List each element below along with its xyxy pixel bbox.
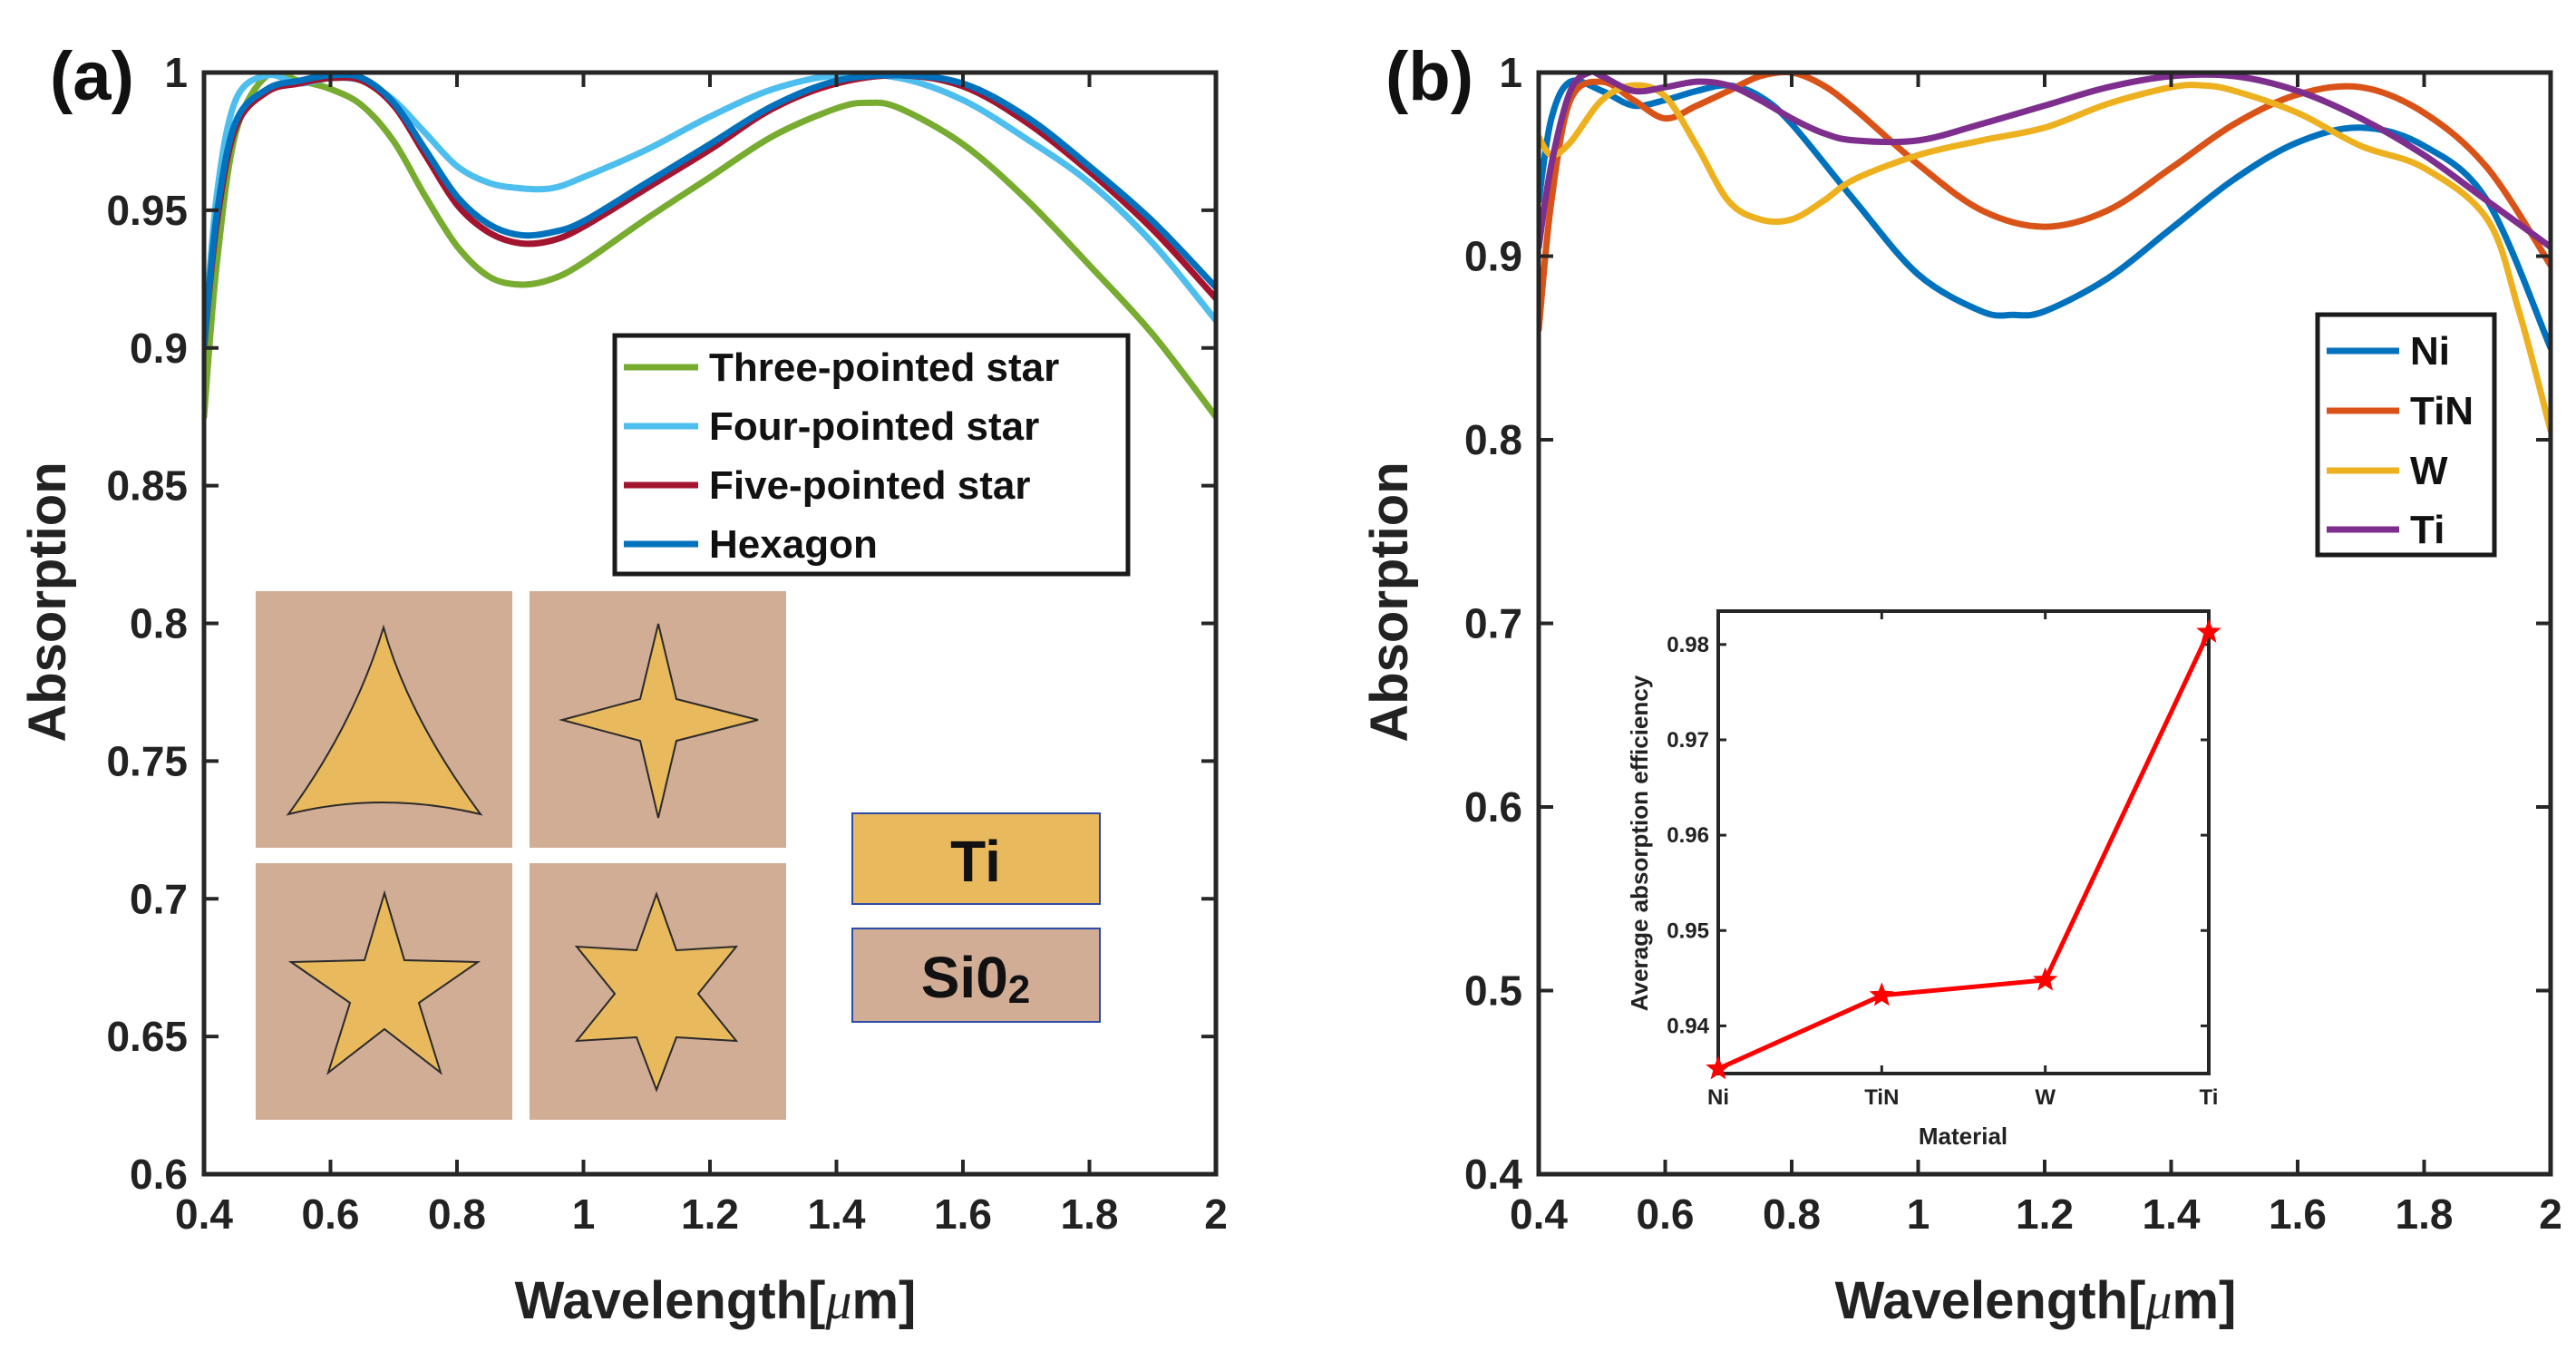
inset-background [1718,611,2209,1074]
panel-b-xtick-label: 1 [1907,1191,1930,1238]
panel-a-ytick-label: 0.6 [130,1151,188,1198]
panel-a-ytick-label: 0.85 [106,462,188,510]
panel-b-series-ni [1539,77,2551,352]
sio2-layer-label: Si02 [921,945,1031,1012]
panel-a-ytick-label: 0.65 [106,1013,188,1060]
inset-xtick-label: Ni [1707,1085,1729,1110]
inset-xlabel: Material [1919,1123,2007,1150]
panel-a-axes: 0.4 0.6 0.8 1 1.2 1.4 1.6 1.8 20.60.650.70.750.8… [106,49,1227,1238]
panel-b-label: (b) [1385,38,1473,115]
inset-ytick-label: 0.95 [1667,918,1709,943]
panel-b-xtick-label: 1.2 [2016,1191,2074,1238]
panel-a-xtick-label: 1.2 [681,1191,739,1238]
panel-b-xtick-label: 0.8 [1763,1191,1821,1238]
panel-a-xlabel-text: Wavelength[ [515,1271,826,1330]
panel-a-xlabel-mu: μ [824,1271,851,1330]
geometry-inset: Ti Si02 [256,591,1101,1120]
panel-b-ytick-label: 0.7 [1464,600,1522,647]
panel-b-ytick-label: 0.8 [1464,416,1522,463]
panel-a-ytick-label: 0.8 [130,600,188,647]
inset-ytick-label: 0.94 [1667,1014,1709,1038]
panel-b-xtick-label: 1.4 [2143,1191,2201,1238]
panel-a-ytick-label: 0.75 [106,737,188,784]
legend-label-four-pointed-star: Four-pointed star [709,404,1039,449]
inset-xtick-label: TiN [1864,1085,1899,1110]
inset-ytick-label: 0.96 [1667,823,1709,848]
panel-a-xtick-label: 0.8 [428,1191,486,1238]
panel-b-ytick-label: 0.4 [1464,1151,1522,1198]
panel-b-series-w [1539,82,2551,434]
inset-point-w [2032,967,2058,991]
panel-a-xtick-label: 2 [1204,1191,1228,1238]
panel-a-ytick-label: 0.9 [130,325,188,372]
panel-a-xlabel: Wavelength[μm] [515,1271,917,1330]
sio2-label-base: Si0 [921,945,1008,1010]
panel-a-xtick-label: 0.6 [302,1191,360,1238]
panel-b-xtick-label: 0.4 [1510,1191,1568,1238]
inset-plot: Ni TiN W Ti 0.94 0.95 0.96 0.97 0.98 [1667,609,2221,1110]
panel-b-ytick-label: 0.6 [1464,783,1522,831]
ti-layer-swatch [851,812,1101,905]
panel-b-xlabel-text: Wavelength[ [1835,1271,2146,1330]
legend-label-ti: Ti [2410,508,2445,552]
inset-ytick-label: 0.98 [1667,633,1709,657]
panel-b-inset-chart: Ni TiN W Ti 0.94 0.95 0.96 0.97 0.98 Material Av… [1626,609,2221,1150]
legend-label-five-pointed-star: Five-pointed star [709,463,1031,508]
legend-label-ni: Ni [2410,329,2450,374]
legend-box [612,333,1131,577]
panel-a-series-four-pointed-star [204,71,1216,352]
panel-b-legend: Ni TiN W Ti [2315,312,2497,558]
panel-b: (b) 0.4 0.6 0.8 1 1.2 1.4 1.6 1.8 20.40.50.60.70… [1360,38,2562,1330]
panel-b-axes: 0.4 0.6 0.8 1 1.2 1.4 1.6 1.8 2 0.4 0.5 0.6 0.7 0.8 0.… [1464,49,2562,1238]
sio2-layer-swatch [851,928,1101,1023]
five-pointed-star-shape [287,889,481,1075]
inset-series-line [1716,631,2211,1071]
inset-point-tin [1869,982,1895,1006]
panel-a-xtick-label: 1.4 [808,1191,866,1238]
panel-a-ytick-label: 0.95 [106,187,188,234]
panel-b-series-tin [1539,71,2551,333]
panel-a-label: (a) [50,38,134,115]
ti-layer-label: Ti [950,829,1001,894]
four-pointed-star-shape [559,623,759,819]
panel-b-xtick-label: 1.6 [2269,1191,2327,1238]
panel-b-ytick-label: 0.9 [1464,233,1522,280]
panel-a: (a) Ti Si02 0.4 0.6 0.8 1 1.2 1.4 1.6 1.8 20.60.… [18,38,1228,1330]
legend-label-w: W [2410,449,2448,493]
legend-box [2315,312,2497,558]
inset-xtick-label: Ti [2200,1085,2219,1110]
panel-b-xlabel-unit: m] [2172,1271,2236,1330]
panel-b-xlabel-mu: μ [2144,1271,2172,1330]
panel-b-ytick-label: 0.5 [1464,967,1522,1015]
sio2-label-subscript: 2 [1008,967,1030,1012]
panel-b-xtick-label: 2 [2539,1191,2562,1238]
panel-a-xtick-label: 1 [572,1191,596,1238]
panel-a-xtick-label: 1.6 [934,1191,992,1238]
legend-label-hexagon: Hexagon [709,522,878,567]
panel-a-ylabel: Absorption [18,462,77,742]
panel-b-ylabel: Absorption [1360,462,1419,742]
panel-b-xlabel: Wavelength[μm] [1835,1271,2237,1330]
panel-a-xlabel-unit: m] [851,1271,916,1330]
inset-xtick-label: W [2035,1085,2056,1110]
panel-a-xtick-label: 0.4 [175,1191,233,1238]
panel-a-ytick-label: 0.7 [130,875,188,922]
inset-point-ni [1706,1055,1731,1080]
panel-b-xtick-label: 0.6 [1637,1191,1695,1238]
legend-label-tin: TiN [2410,389,2474,433]
panel-b-xtick-label: 1.8 [2396,1191,2454,1238]
three-pointed-star-shape [286,624,483,816]
panel-a-ytick-label: 1 [164,49,188,96]
panel-b-ytick-label: 1 [1499,49,1522,96]
panel-a-xtick-label: 1.8 [1061,1191,1119,1238]
hexagram-shape [574,891,739,1093]
inset-ytick-label: 0.97 [1667,728,1709,753]
inset-plot-frame [1716,609,2211,1075]
legend-label-three-pointed-star: Three-pointed star [709,345,1059,390]
inset-point-ti [2196,618,2221,643]
panel-a-legend: Three-pointed star Four-pointed star Fiv… [612,333,1131,577]
panel-a-series-hexagon [204,71,1216,352]
inset-ylabel: Average absorption efficiency [1626,675,1653,1011]
